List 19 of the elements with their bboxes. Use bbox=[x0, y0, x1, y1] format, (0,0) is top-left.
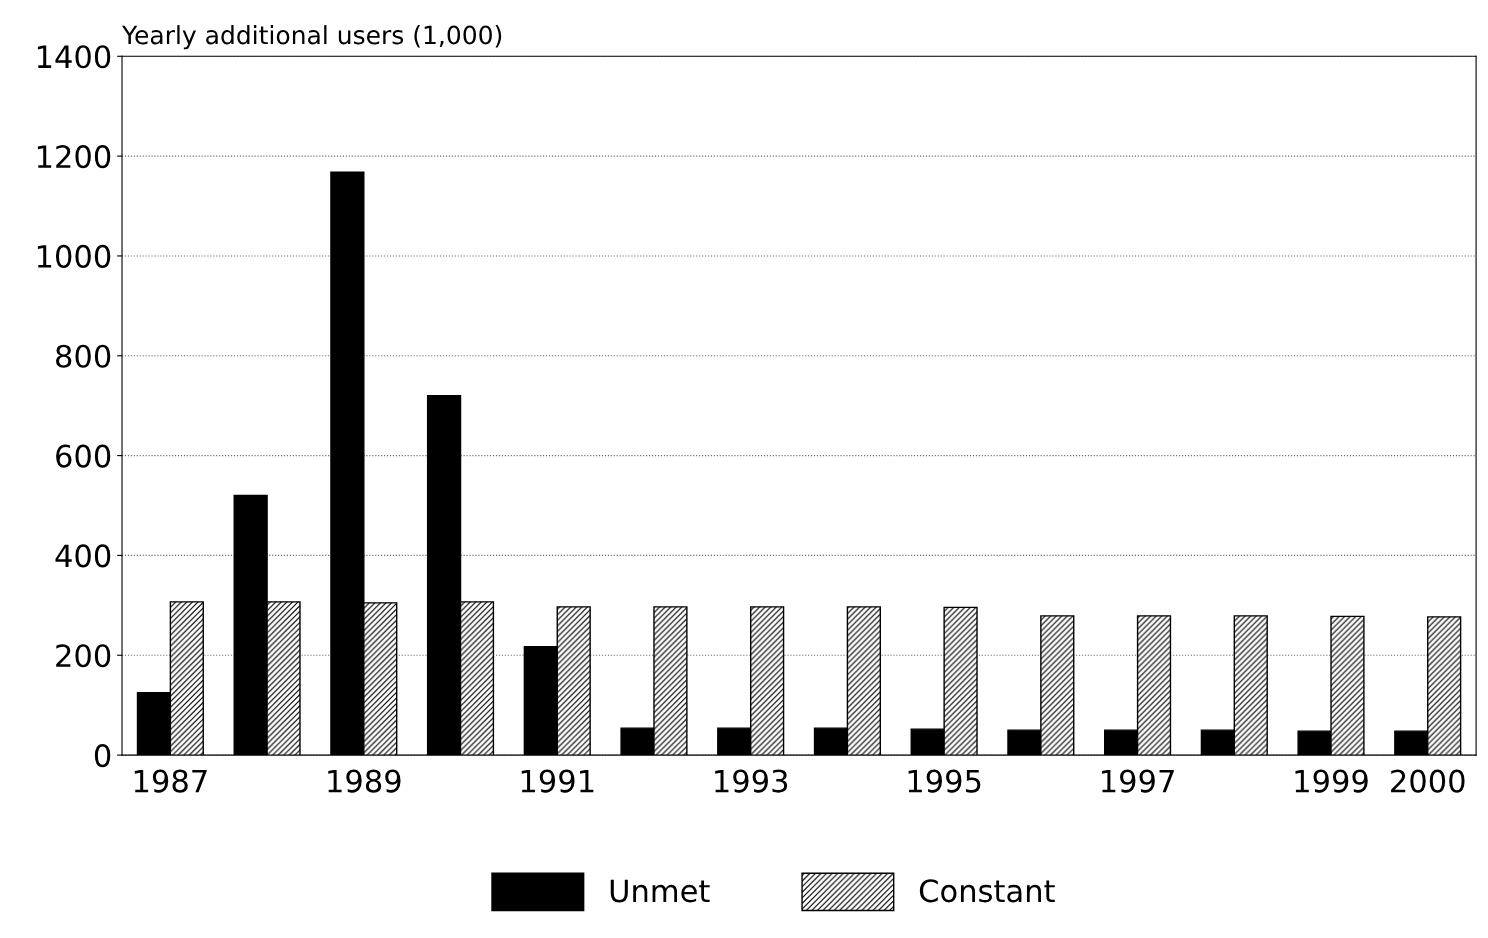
legend-label: Unmet bbox=[610, 879, 710, 903]
y-tick-label: 800 bbox=[56, 344, 111, 368]
x-tick-label: 1991 bbox=[521, 769, 594, 793]
y-tick-label: 1000 bbox=[37, 244, 111, 268]
x-tick-label: 2000 bbox=[1391, 769, 1465, 793]
x-tick-label: 1987 bbox=[134, 769, 207, 793]
x-tick-label: 1993 bbox=[715, 769, 788, 793]
x-tick-label: 1995 bbox=[908, 769, 981, 793]
y-tick-label: 200 bbox=[56, 644, 111, 668]
y-tick-label: 1400 bbox=[37, 45, 111, 69]
x-tick-label: 1997 bbox=[1102, 769, 1174, 793]
y-tick-label: 0 bbox=[94, 744, 111, 768]
y-tick-label: 1200 bbox=[37, 145, 111, 169]
y-axis-title: Yearly additional users (1,000) bbox=[121, 25, 502, 50]
y-tick-label: 600 bbox=[56, 444, 111, 468]
x-tick-label: 1989 bbox=[328, 769, 401, 793]
legend-label: Constant bbox=[919, 879, 1055, 903]
y-tick-label: 400 bbox=[55, 544, 111, 568]
x-tick-label: 1999 bbox=[1295, 769, 1368, 793]
